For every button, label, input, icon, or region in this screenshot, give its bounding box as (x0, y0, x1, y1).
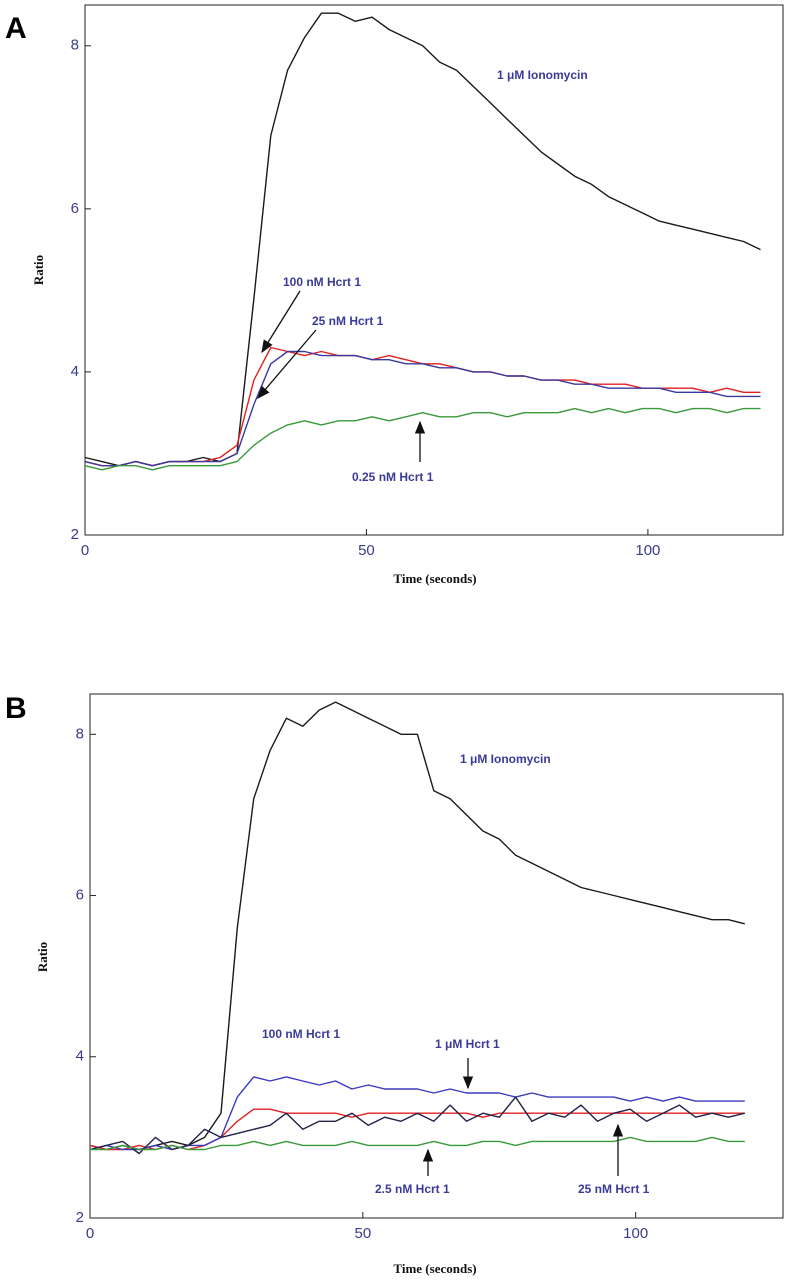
series-label: 25 nM Hcrt 1 (578, 1182, 650, 1196)
y-tick-label: 4 (76, 1048, 84, 1065)
data-line (84, 12, 761, 467)
x-axis-label: Time (seconds) (393, 1261, 476, 1276)
series-label: 1 μM Hcrt 1 (435, 1037, 500, 1051)
y-axis-label: Ratio (35, 942, 50, 972)
series-label: 1 μM Ionomycin (460, 752, 551, 766)
panel-label: B (5, 692, 27, 725)
arrow (257, 329, 317, 399)
y-tick-label: 6 (71, 200, 79, 217)
series-label: 100 nM Hcrt 1 (283, 275, 361, 289)
data-line (84, 407, 761, 471)
plot-frame (84, 4, 784, 536)
x-axis-label: Time (seconds) (393, 571, 476, 586)
series-label: 0.25 nM Hcrt 1 (352, 470, 434, 484)
arrow (261, 290, 301, 354)
series-label: 1 μM Ionomycin (497, 68, 588, 82)
y-tick-label: 6 (76, 887, 84, 904)
y-tick-label: 2 (76, 1209, 84, 1226)
data-line (84, 350, 761, 467)
data-line (89, 1096, 745, 1155)
series-label: 25 nM Hcrt 1 (312, 314, 384, 328)
panel-label: A (5, 12, 27, 45)
y-tick-label: 8 (71, 37, 79, 54)
x-tick-label: 50 (354, 1225, 371, 1242)
data-line (89, 701, 745, 1151)
y-tick-label: 4 (71, 363, 79, 380)
series-label: 2.5 nM Hcrt 1 (375, 1182, 450, 1196)
y-axis-label: Ratio (31, 255, 46, 285)
data-line (89, 1076, 745, 1151)
y-tick-label: 8 (76, 725, 84, 742)
x-tick-label: 100 (623, 1225, 648, 1242)
series-label: 100 nM Hcrt 1 (262, 1027, 340, 1041)
data-line (84, 346, 761, 467)
data-line (90, 1136, 745, 1151)
x-tick-label: 0 (81, 542, 89, 559)
data-line (89, 1108, 745, 1151)
x-tick-label: 100 (635, 542, 660, 559)
plot-frame (89, 693, 784, 1219)
x-tick-label: 50 (358, 542, 375, 559)
y-tick-label: 2 (71, 526, 79, 543)
x-tick-label: 0 (86, 1225, 94, 1242)
